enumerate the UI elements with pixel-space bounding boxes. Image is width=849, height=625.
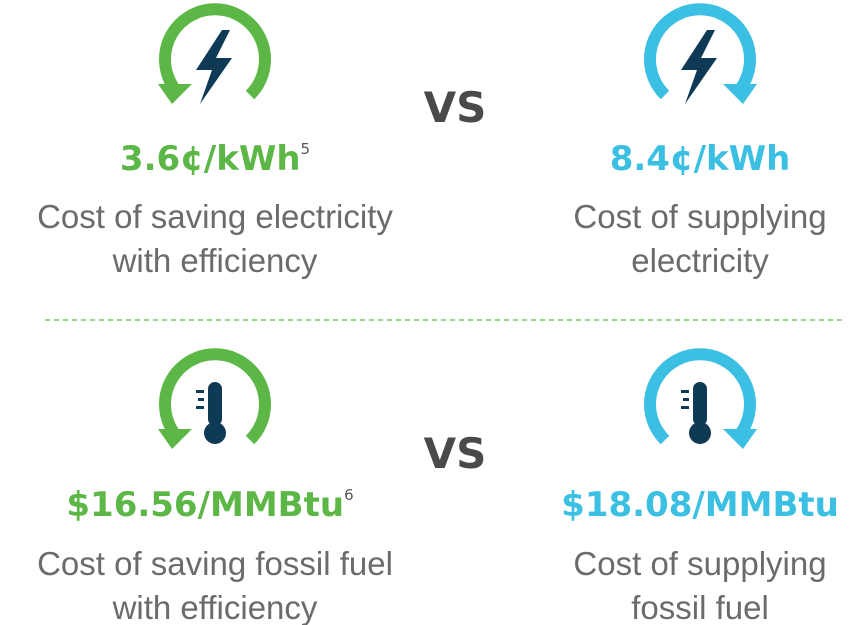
description: electricity (631, 242, 769, 279)
description: Cost of saving electricity (37, 198, 393, 235)
description: with efficiency (112, 242, 318, 279)
footnote: 6 (344, 486, 354, 504)
description: Cost of supplying (573, 198, 826, 235)
value: 3.6¢/kWh (120, 139, 301, 179)
description: Cost of saving fossil fuel (37, 545, 393, 582)
description: with efficiency (112, 589, 318, 625)
description: fossil fuel (631, 589, 769, 625)
description: Cost of supplying (573, 545, 826, 582)
fuel-icon-blue (644, 348, 757, 449)
fuel-icon-green (158, 348, 271, 449)
left-value: 3.6¢/kWh5 (120, 139, 310, 179)
left-value: $16.56/MMBtu6 (66, 485, 353, 525)
electricity-icon-green (158, 3, 271, 104)
right-value: 8.4¢/kWh (610, 139, 791, 179)
vs-label: VS (424, 83, 487, 132)
footnote: 5 (301, 140, 311, 158)
value: $16.56/MMBtu (66, 485, 344, 525)
electricity-icon-blue (644, 3, 757, 104)
right-value: $18.08/MMBtu (561, 485, 839, 525)
vs-label: VS (424, 429, 487, 478)
